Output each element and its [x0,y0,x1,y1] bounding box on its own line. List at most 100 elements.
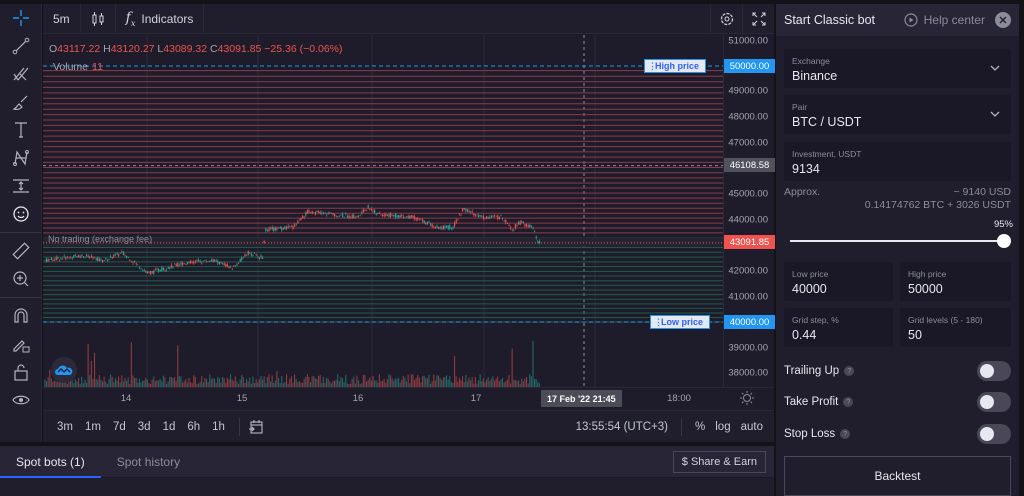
price-label: 47000.00 [728,137,768,149]
unlock-icon [13,364,28,381]
brush-tool[interactable] [0,88,41,116]
fib-tool[interactable] [0,60,41,88]
range-7d[interactable]: 7d [112,420,126,433]
pair-value: BTC / USDT [792,115,862,129]
high-price-marker: 50000.00 [724,59,775,73]
price-axis[interactable]: 51000.00 50000.00 49000.00 48000.00 4700… [723,35,775,387]
low-price-input[interactable]: Low price 40000 [784,262,893,301]
lock-tool[interactable] [0,358,41,386]
chevron-down-icon [990,65,1000,71]
time-label: 18:00 [667,393,691,404]
range-1m[interactable]: 1m [84,420,101,433]
axis-settings-button[interactable] [740,391,754,410]
time-axis[interactable]: 14 15 16 17 18:00 17 Feb '22 21:45 [43,387,774,409]
log-scale-button[interactable]: log [715,420,731,433]
investment-slider[interactable] [790,240,1004,242]
high-price-label: High price [908,269,947,279]
fibonacci-icon [13,67,28,81]
candlestick-icon [92,11,104,26]
volume-label: Volume [53,61,89,73]
range-1d[interactable]: 1d [162,420,176,433]
range-3m[interactable]: 3m [57,420,73,433]
chart-panel: 5m fx Indicators [43,3,775,442]
ruler-tool[interactable] [0,237,41,265]
grid-levels-input[interactable]: Grid levels (5 - 180) 50 [900,308,1011,347]
indicators-button[interactable]: fx Indicators [116,3,205,34]
text-icon [14,122,27,138]
logo-badge[interactable] [51,357,77,383]
eye-icon [11,395,30,405]
panel-title: Start Classic bot [784,13,876,27]
text-tool[interactable] [0,116,41,144]
crosshair-time-marker: 17 Feb '22 21:45 [541,390,622,407]
help-icon[interactable]: ? [843,397,854,407]
investment-value: 9134 [792,162,820,176]
approx-usd: ~ 9140 USD [953,186,1012,198]
auto-scale-button[interactable]: auto [740,420,763,433]
high-price-value: 50000 [908,282,943,296]
price-label: 44000.00 [728,214,768,226]
visibility-tool[interactable] [0,386,41,414]
fullscreen-button[interactable] [742,3,774,34]
volume-legend: Volume 11 [53,61,103,73]
high-price-tag[interactable]: High price [644,59,707,73]
high-price-input[interactable]: High price 50000 [900,262,1011,301]
tab-spot-bots[interactable]: Spot bots (1) [0,446,101,478]
magnet-tool[interactable] [0,302,41,330]
share-earn-button[interactable]: $ Share & Earn [672,450,766,473]
stop-loss-toggle[interactable] [977,424,1011,444]
range-3d[interactable]: 3d [137,420,151,433]
time-label: 15 [236,393,248,404]
price-chart[interactable]: O43117.22 H43120.27 L43089.32 C43091.85 … [43,35,723,387]
interval-button[interactable]: 5m [43,3,81,34]
trend-line-tool[interactable] [0,32,41,60]
low-price-tag[interactable]: Low price [650,315,711,329]
chart-bottom-toolbar: 3m 1m 7d 3d 1d 6h 1h 13:55:54 (UTC+3) % … [43,410,774,442]
percent-scale-button[interactable]: % [695,420,706,433]
change-value: −25.36 (−0.06%) [264,43,343,55]
price-label: 48000.00 [728,111,768,123]
zoom-in-tool[interactable] [0,265,41,293]
function-icon: fx [125,9,136,28]
grid-levels-label: Grid levels (5 - 180) [908,315,983,325]
grid-step-input[interactable]: Grid step, % 0.44 [784,308,893,347]
investment-input[interactable]: Investment, USDT 9134 [784,142,1011,181]
take-profit-row: Take Profit ? [784,392,1011,412]
fullscreen-icon [752,12,765,25]
close-button[interactable]: ✕ [995,12,1011,28]
crosshair-price-marker: 46108.58 [724,158,775,172]
grid-levels-value: 50 [908,328,922,342]
chart-type-button[interactable] [81,3,116,34]
take-profit-toggle[interactable] [977,392,1011,412]
calendar-goto-icon [248,419,263,433]
toolbar-divider [681,417,683,436]
range-6h[interactable]: 6h [187,420,201,433]
pattern-tool[interactable] [0,144,41,172]
help-center-link[interactable]: Help center [904,13,985,27]
backtest-button[interactable]: Backtest [784,456,1011,496]
help-icon[interactable]: ? [844,366,855,376]
tab-spot-history[interactable]: Spot history [116,454,181,469]
emoji-tool[interactable] [0,200,41,228]
bots-panel: Spot bots (1) Spot history $ Share & Ear… [0,446,774,496]
goto-date-button[interactable] [248,419,264,435]
lock-drawings-tool[interactable] [0,330,41,358]
time-label: 17 [470,393,482,404]
slider-thumb[interactable] [997,234,1011,248]
range-1h[interactable]: 1h [212,420,225,433]
sun-gear-icon [740,391,754,405]
help-icon[interactable]: ? [840,429,851,439]
clock-timezone[interactable]: 13:55:54 (UTC+3) [575,420,669,433]
trailing-up-toggle[interactable] [977,361,1011,381]
chart-top-toolbar: 5m fx Indicators [43,3,774,34]
chart-settings-button[interactable] [710,3,742,34]
bots-tabs: Spot bots (1) Spot history $ Share & Ear… [0,446,774,478]
measure-range-tool[interactable] [0,172,41,200]
stop-loss-label: Stop Loss [784,428,836,440]
trailing-up-label: Trailing Up [784,365,840,377]
exchange-select[interactable]: Exchange Binance [784,49,1011,88]
range-icon [12,179,29,193]
toolbar-divider [0,297,41,298]
crosshair-tool[interactable] [0,4,41,32]
pair-select[interactable]: Pair BTC / USDT [784,95,1011,134]
